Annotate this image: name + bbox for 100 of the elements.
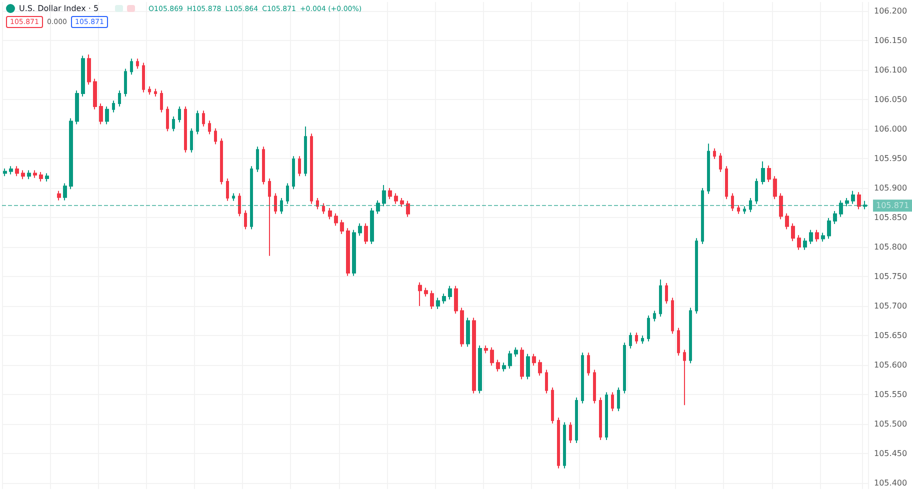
candlestick <box>629 332 632 350</box>
candlestick <box>617 386 620 412</box>
candlestick <box>845 197 849 207</box>
candlestick <box>671 297 674 334</box>
candlestick <box>526 353 530 380</box>
candlestick <box>220 138 223 185</box>
candlestick <box>172 116 175 132</box>
candlestick <box>184 106 187 154</box>
candlestick <box>569 422 572 444</box>
candlestick <box>623 342 626 394</box>
y-tick-label: 105.650 <box>874 331 908 340</box>
candlestick <box>346 228 350 276</box>
candlestick <box>130 58 133 76</box>
candlestick <box>75 90 79 125</box>
candlestick <box>136 58 139 70</box>
y-tick-label: 106.200 <box>874 6 908 16</box>
candlestick <box>21 170 25 180</box>
candlestick <box>418 282 422 307</box>
candlestick <box>81 55 85 97</box>
candlestick <box>496 359 500 372</box>
candlestick <box>581 352 584 404</box>
candlestick <box>707 143 710 194</box>
candlestick <box>262 146 265 185</box>
candlestick <box>635 332 638 344</box>
candlestick <box>166 106 169 132</box>
candlestick <box>442 293 446 304</box>
candlestick <box>9 166 13 175</box>
candlestick <box>448 285 452 300</box>
candlestick <box>653 310 656 322</box>
candlestick <box>334 212 338 226</box>
candlestick <box>352 229 356 276</box>
candlestick <box>538 359 542 376</box>
candlestick <box>502 362 506 372</box>
candlestick <box>286 182 289 204</box>
candlestick <box>33 170 37 178</box>
y-tick-label: 106.000 <box>874 124 908 134</box>
candlestick <box>400 197 404 208</box>
candlestick <box>430 290 434 310</box>
candlestick <box>142 62 145 93</box>
candlestick <box>15 166 19 177</box>
candlestick <box>605 392 608 441</box>
candlestick <box>695 238 698 314</box>
candlestick <box>809 229 813 245</box>
candlestick <box>665 282 668 304</box>
y-tick-label: 106.050 <box>874 94 908 104</box>
y-tick-label: 105.750 <box>874 272 908 281</box>
candlestick <box>154 88 157 97</box>
candlestick <box>310 133 313 204</box>
candlestick <box>797 234 801 250</box>
candlestick <box>490 346 494 366</box>
candlestick <box>587 352 590 376</box>
candlestick <box>563 422 566 469</box>
candlestick <box>244 210 247 230</box>
candlestick <box>292 156 295 190</box>
candlestick <box>208 120 211 135</box>
candlestick <box>743 206 746 214</box>
candlestick <box>677 327 680 356</box>
candlestick <box>256 146 259 173</box>
candlestick <box>45 172 49 182</box>
candlestick <box>785 212 789 230</box>
candlestick <box>148 86 151 96</box>
candlestick <box>63 182 67 201</box>
candlestick <box>815 229 819 242</box>
candlestick <box>713 148 716 160</box>
candlestick <box>599 397 602 441</box>
candlestick <box>520 346 524 380</box>
candlestick <box>659 278 662 318</box>
candlestick <box>364 222 368 245</box>
candlestick <box>196 110 199 135</box>
candlestick <box>268 178 271 256</box>
candlestick <box>514 346 518 358</box>
candlestick <box>611 392 614 412</box>
candlestick <box>779 192 783 220</box>
candlestick <box>124 68 127 97</box>
candlestick <box>839 200 843 218</box>
candlestick <box>857 192 861 210</box>
candlestick <box>39 172 43 182</box>
candlestick <box>304 126 307 177</box>
chart-title: U.S. Dollar Index · 5 <box>19 4 99 13</box>
candlestick <box>328 208 332 220</box>
candlestick <box>773 176 777 200</box>
candlestick <box>551 386 554 424</box>
candlestick <box>803 238 807 250</box>
candlestick <box>69 118 73 190</box>
candlestick <box>112 100 115 113</box>
y-tick-label: 105.500 <box>874 420 908 429</box>
candlestick <box>557 417 560 469</box>
candlestick <box>99 103 103 125</box>
candlestick <box>274 192 277 214</box>
candlestick <box>232 192 235 202</box>
y-tick-label: 106.100 <box>874 65 908 74</box>
candlestick <box>358 222 362 236</box>
candlestick <box>322 202 325 214</box>
candlestick <box>472 317 476 394</box>
candlestick <box>683 349 686 406</box>
candlestick <box>833 210 837 224</box>
candlestick <box>575 397 578 444</box>
candlestick <box>370 208 374 245</box>
candlestick <box>424 287 428 298</box>
candlestick <box>827 218 831 240</box>
